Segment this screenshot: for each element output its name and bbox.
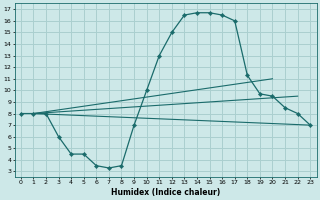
X-axis label: Humidex (Indice chaleur): Humidex (Indice chaleur) bbox=[111, 188, 220, 197]
